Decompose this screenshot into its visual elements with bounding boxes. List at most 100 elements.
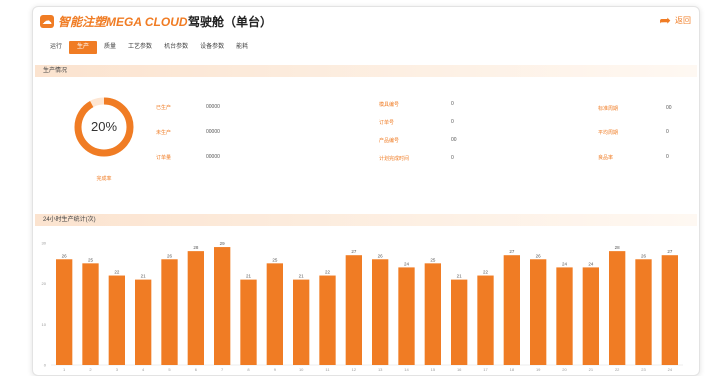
stat-produced: 已生产 00000: [156, 104, 220, 111]
bar-value-label: 26: [536, 253, 542, 258]
bar-value-label: 29: [220, 241, 226, 246]
bar-value-label: 26: [167, 253, 173, 258]
x-tick-label: 4: [142, 367, 145, 372]
stat-key: 产品编号: [379, 138, 400, 144]
bar-value-label: 24: [562, 261, 568, 266]
bar-value-label: 24: [588, 261, 594, 266]
bar-3: [108, 275, 125, 365]
bar-value-label: 28: [193, 245, 199, 250]
stat-key: 已生产: [156, 105, 172, 111]
stat-key: 订单号: [379, 120, 395, 126]
tab-machine-params[interactable]: 机台参数: [164, 43, 189, 50]
x-tick-label: 12: [352, 367, 357, 372]
bar-9: [266, 263, 283, 365]
x-tick-label: 21: [589, 367, 594, 372]
bar-8: [240, 279, 257, 365]
bar-value-label: 24: [404, 261, 410, 266]
tab-equipment-params[interactable]: 设备参数: [200, 43, 225, 50]
bar-6: [187, 251, 204, 365]
bar-value-label: 22: [114, 270, 120, 275]
header: ☁ 智能注塑MEGA CLOUD 驾驶舱（单台） ➦ 返回: [33, 7, 699, 37]
bar-value-label: 27: [509, 249, 515, 254]
stat-key: 平均周期: [598, 130, 619, 136]
stat-value: 0: [451, 155, 454, 161]
bar-value-label: 21: [141, 274, 147, 279]
tab-run[interactable]: 运行: [50, 43, 63, 50]
stat-planned-finish: 计划完成时间 0: [379, 155, 454, 162]
tab-bar: 运行 生产 质量 工艺参数 机台参数 设备参数 能耗: [45, 40, 255, 54]
y-tick-label: 30: [42, 241, 47, 246]
stat-value: 0: [451, 101, 454, 107]
bar-value-label: 27: [351, 249, 357, 254]
x-tick-label: 15: [431, 367, 436, 372]
bar-chart-svg: 0102030261252223214265286297218259211022…: [42, 241, 683, 372]
x-tick-label: 24: [668, 367, 673, 372]
stat-key: 计划完成时间: [379, 156, 410, 162]
bar-17: [477, 275, 494, 365]
tab-quality[interactable]: 质量: [104, 43, 117, 50]
bar-14: [398, 267, 415, 365]
x-tick-label: 16: [457, 367, 462, 372]
bar-10: [293, 279, 310, 365]
stat-product-no: 产品编号 00: [379, 137, 457, 144]
bar-5: [161, 259, 178, 365]
x-tick-label: 13: [378, 367, 383, 372]
bar-value-label: 26: [62, 253, 68, 258]
back-button[interactable]: ➦ 返回: [659, 12, 691, 28]
stat-average-cycle: 平均周期 0: [598, 129, 669, 136]
bar-21: [582, 267, 599, 365]
x-tick-label: 23: [641, 367, 646, 372]
x-tick-label: 3: [116, 367, 119, 372]
stat-value: 0: [666, 154, 669, 160]
bar-19: [530, 259, 547, 365]
stat-yield-rate: 良品率 0: [598, 154, 669, 161]
stat-mold-no: 模具编号 0: [379, 101, 454, 108]
y-tick-label: 0: [44, 363, 47, 368]
stat-standard-cycle: 标准周期 00: [598, 105, 672, 112]
tab-process-params[interactable]: 工艺参数: [128, 43, 153, 50]
completion-ring: 20%: [73, 96, 135, 158]
cloud-logo-icon: ☁: [40, 15, 54, 28]
bar-1: [56, 259, 73, 365]
bar-23: [635, 259, 652, 365]
stat-value: 00000: [206, 154, 220, 160]
stat-key: 标准周期: [598, 106, 619, 112]
bar-value-label: 25: [272, 257, 278, 262]
production-section-title: 生产情况: [35, 65, 697, 77]
x-tick-label: 17: [483, 367, 488, 372]
hourly-production-chart: 0 10 20 30 26 1 25 2 22 3 21 4 26 5 28 6 29 7 21 8 25 9 21 10 22…: [33, 235, 699, 375]
stat-key: 订单量: [156, 155, 172, 161]
back-arrow-icon: ➦: [659, 12, 671, 28]
stat-key: 未生产: [156, 130, 172, 136]
x-tick-label: 1: [63, 367, 66, 372]
x-tick-label: 5: [168, 367, 171, 372]
chart-section-title: 24小时生产统计(次): [35, 214, 697, 226]
x-tick-label: 6: [195, 367, 198, 372]
bar-20: [556, 267, 573, 365]
bar-18: [503, 255, 520, 365]
y-tick-label: 10: [42, 322, 47, 327]
tab-energy[interactable]: 能耗: [236, 43, 249, 50]
bar-value-label: 21: [299, 274, 305, 279]
x-tick-label: 11: [325, 367, 330, 372]
stat-key: 良品率: [598, 155, 614, 161]
stat-value: 0: [666, 129, 669, 135]
stat-value: 00: [666, 105, 672, 111]
x-tick-label: 2: [89, 367, 92, 372]
bar-13: [372, 259, 389, 365]
stat-key: 模具编号: [379, 102, 400, 108]
stat-value: 0: [451, 119, 454, 125]
x-tick-label: 14: [404, 367, 409, 372]
bar-value-label: 26: [378, 253, 384, 258]
x-tick-label: 19: [536, 367, 541, 372]
stat-value: 00000: [206, 104, 220, 110]
bar-15: [424, 263, 441, 365]
stat-value: 00: [451, 137, 457, 143]
x-tick-label: 8: [247, 367, 250, 372]
bar-value-label: 26: [641, 253, 647, 258]
x-tick-label: 7: [221, 367, 224, 372]
brand-name: 智能注塑MEGA CLOUD: [58, 15, 188, 29]
tab-production[interactable]: 生产: [69, 40, 98, 54]
bar-7: [214, 247, 231, 365]
bar-value-label: 21: [457, 274, 463, 279]
